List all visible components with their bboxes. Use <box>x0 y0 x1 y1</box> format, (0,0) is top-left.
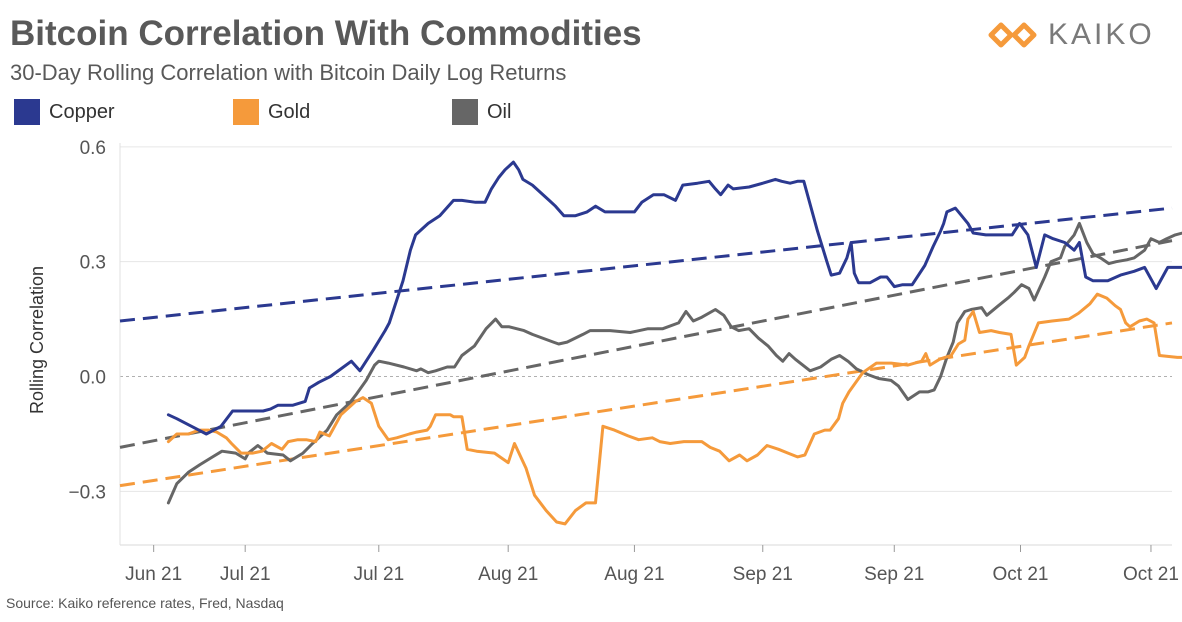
legend-label-oil: Oil <box>487 100 512 123</box>
legend-item-copper[interactable]: Copper <box>14 99 115 125</box>
chart-title: Bitcoin Correlation With Commodities <box>10 14 642 53</box>
kaiko-diamond-logo-icon <box>988 22 1037 48</box>
series-line-copper <box>166 160 1182 436</box>
x-tick-label: Sep 21 <box>733 564 793 585</box>
x-tick-label: Jul 21 <box>353 564 404 585</box>
y-tick-label: −0.3 <box>68 482 106 503</box>
kaiko-logo: KAIKO <box>986 18 1155 52</box>
legend-swatch-oil <box>452 99 478 125</box>
grid-layer <box>119 143 1172 546</box>
trend-layer <box>119 206 1173 488</box>
series-line-oil <box>166 221 1182 505</box>
chart-legend: Copper Gold Oil <box>14 99 614 125</box>
trendline-gold <box>119 321 1173 488</box>
chart-subtitle: 30-Day Rolling Correlation with Bitcoin … <box>10 60 567 85</box>
y-tick-label: 0.6 <box>80 138 106 159</box>
x-tick-label: Oct 21 <box>993 564 1049 585</box>
trendline-copper <box>119 206 1173 323</box>
x-tick-label: Aug 21 <box>604 564 664 585</box>
source-note: Source: Kaiko reference rates, Fred, Nas… <box>6 595 284 611</box>
legend-label-copper: Copper <box>49 100 115 123</box>
series-layer <box>166 160 1182 526</box>
legend-item-oil[interactable]: Oil <box>452 99 511 125</box>
axis-layer: −0.3 0.0 0.3 0.6 Jun 21 Jul 21 Jul 21 Aug 21 Aug… <box>68 138 1178 585</box>
x-tick-label: Sep 21 <box>864 564 924 585</box>
y-axis-label: Rolling Correlation <box>27 266 47 414</box>
legend-label-gold: Gold <box>268 100 311 123</box>
y-tick-label: 0.0 <box>80 368 106 389</box>
x-tick-label: Oct 21 <box>1123 564 1179 585</box>
legend-swatch-gold <box>233 99 259 125</box>
logo-text: KAIKO <box>1048 18 1155 51</box>
x-tick-label: Jun 21 <box>125 564 182 585</box>
y-tick-label: 0.3 <box>80 253 106 274</box>
series-line-gold <box>166 292 1182 526</box>
legend-item-gold[interactable]: Gold <box>233 99 310 125</box>
x-tick-label: Jul 21 <box>220 564 271 585</box>
x-tick-label: Aug 21 <box>478 564 538 585</box>
legend-swatch-copper <box>14 99 40 125</box>
trendline-oil <box>119 239 1173 449</box>
